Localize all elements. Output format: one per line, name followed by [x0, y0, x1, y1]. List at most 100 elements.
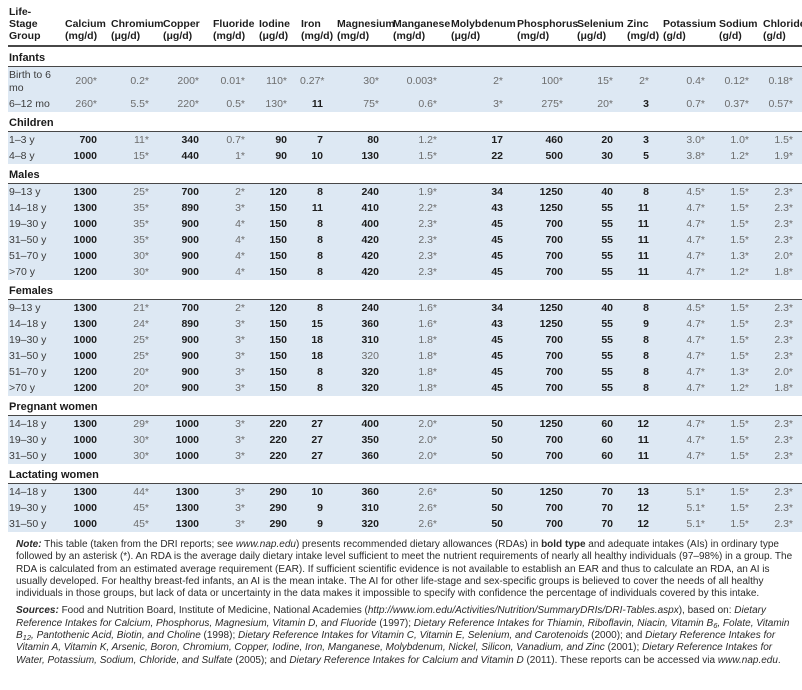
- column-header-fluoride: Fluoride (mg/d): [212, 4, 258, 47]
- cell: 1000: [175, 417, 199, 430]
- cell: 1300: [73, 317, 97, 330]
- cell: 110*: [266, 75, 287, 87]
- cell: 1250: [539, 185, 563, 198]
- cell: 1.0*: [730, 133, 749, 146]
- cell: 29*: [133, 417, 149, 430]
- row-label: 14–18 y: [9, 317, 47, 330]
- cell: 55: [601, 201, 613, 214]
- cell: 700: [545, 249, 563, 262]
- cell: 1.8*: [774, 381, 793, 394]
- cell: 55: [601, 265, 613, 278]
- column-header-selenium: Selenium (μg/d): [576, 4, 626, 47]
- cell: 24*: [133, 317, 149, 330]
- cell: 1000: [73, 333, 97, 346]
- table-row: 14–18 y 1300 35* 890 3* 150 11 410 2.2* 43 1250 55 1…: [8, 200, 802, 216]
- cell: 360: [361, 317, 379, 330]
- cell: 50: [491, 433, 503, 446]
- cell: 70: [601, 501, 613, 514]
- cell: 25*: [133, 333, 149, 346]
- cell: 700: [545, 365, 563, 378]
- text-segment: .: [777, 654, 781, 666]
- group-row-children: Children: [8, 112, 802, 132]
- text-segment: 12: [22, 633, 32, 643]
- cell: 1.3*: [730, 365, 749, 378]
- cell: 45: [491, 233, 503, 246]
- cell: 4*: [235, 233, 245, 246]
- sources-paragraph: Sources: Food and Nutrition Board, Insti…: [16, 605, 800, 666]
- row-label: 31–50 y: [9, 233, 47, 246]
- cell: 3: [643, 97, 649, 110]
- cell: 2.3*: [774, 301, 793, 314]
- cell: 43: [491, 201, 503, 214]
- cell: 3*: [235, 365, 245, 378]
- group-header-males: Males: [8, 164, 802, 184]
- cell: 1.8*: [774, 265, 793, 278]
- cell: 1.5*: [730, 449, 749, 462]
- footnotes: Note: This table (taken from the DRI rep…: [8, 532, 802, 667]
- cell: 310: [361, 333, 379, 346]
- cell: 900: [181, 217, 199, 230]
- cell: 1000: [73, 433, 97, 446]
- text-segment: bold type: [541, 539, 586, 550]
- cell: 5: [643, 149, 649, 162]
- cell: 360: [361, 485, 379, 498]
- text-segment: Dietary Reference Intakes for Thiamin, R…: [413, 617, 714, 629]
- cell: 4*: [235, 249, 245, 262]
- cell: 1*: [235, 149, 245, 162]
- cell: 27: [311, 449, 323, 462]
- cell: 2.3*: [774, 449, 793, 462]
- cell: 1300: [175, 517, 199, 530]
- cell: 2.6*: [418, 501, 437, 514]
- row-label: 31–50 y: [9, 517, 47, 530]
- table-row: 14–18 y 1300 44* 1300 3* 290 10 360 2.6* 50 1250 70…: [8, 483, 802, 500]
- cell: 4.7*: [686, 449, 705, 462]
- cell: 2.3*: [774, 349, 793, 362]
- table-row: 14–18 y 1300 24* 890 3* 150 15 360 1.6* 43 1250 55 9…: [8, 316, 802, 332]
- cell: 200*: [75, 75, 97, 87]
- text-segment: Dietary Reference Intakes for Water, Pot…: [16, 642, 773, 666]
- cell: 1300: [175, 485, 199, 498]
- cell: 25*: [133, 349, 149, 362]
- cell: 700: [181, 301, 199, 314]
- cell: 1250: [539, 485, 563, 498]
- row-label: 9–13 y: [9, 301, 41, 314]
- cell: 4.7*: [686, 217, 705, 230]
- column-header-manganese: Manganese (mg/d): [392, 4, 450, 47]
- cell: 1250: [539, 301, 563, 314]
- cell: 260*: [75, 97, 97, 110]
- cell: 1.5*: [730, 433, 749, 446]
- cell: 11: [637, 249, 649, 262]
- cell: 700: [545, 433, 563, 446]
- cell: 11*: [134, 133, 149, 146]
- text-segment: , Pantothenic Acid, Biotin, and Choline: [31, 630, 201, 642]
- group-row-infants: Infants: [8, 46, 802, 67]
- page: Life- Stage Group Calcium (mg/d) Chromium (μg/…: [8, 4, 802, 667]
- cell: 150: [269, 381, 287, 394]
- text-segment: This table (taken from the DRI reports; …: [41, 539, 236, 550]
- cell: 2.3*: [774, 501, 793, 514]
- cell: 35*: [133, 233, 149, 246]
- cell: 45: [491, 249, 503, 262]
- row-label: 51–70 y: [9, 249, 47, 262]
- cell: 0.7*: [686, 97, 705, 110]
- cell: 400: [361, 217, 379, 230]
- cell: 2.3*: [418, 265, 437, 278]
- note-paragraph: Note: This table (taken from the DRI rep…: [16, 539, 800, 600]
- cell: 4.7*: [686, 333, 705, 346]
- cell: 700: [545, 265, 563, 278]
- table-row: 31–50 y 1000 25* 900 3* 150 18 320 1.8* 45 700 55 8 4…: [8, 348, 802, 364]
- row-label: 4–8 y: [9, 149, 35, 162]
- table-row: Birth to 6 mo 200* 0.2* 200* 0.01* 110* 0.27* 3…: [8, 66, 802, 96]
- cell: 1250: [539, 201, 563, 214]
- group-header-females: Females: [8, 280, 802, 300]
- cell: 320: [361, 349, 379, 362]
- cell: 1.6*: [418, 317, 437, 330]
- text-segment: (1998);: [200, 630, 239, 642]
- cell: 45: [491, 381, 503, 394]
- cell: 1.5*: [730, 517, 749, 530]
- column-header-molybdenum: Molybdenum (μg/d): [450, 4, 516, 47]
- cell: 2.0*: [774, 365, 793, 378]
- cell: 11: [637, 217, 649, 230]
- cell: 3*: [235, 381, 245, 394]
- text-segment: and adequate intakes (AIs) in ordinary t…: [16, 539, 793, 600]
